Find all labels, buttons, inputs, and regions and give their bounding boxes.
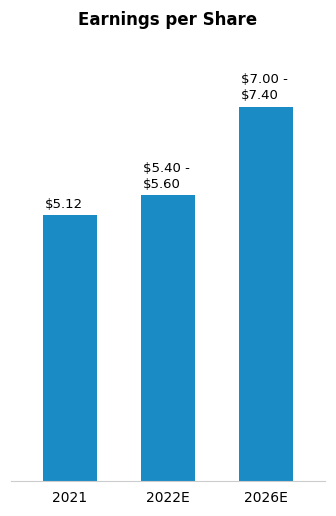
Text: $5.40 -
$5.60: $5.40 - $5.60 [143, 162, 190, 191]
Bar [239, 107, 293, 481]
Text: $5.12: $5.12 [45, 198, 83, 211]
Text: $7.00 -
$7.40: $7.00 - $7.40 [241, 73, 288, 103]
Bar [141, 195, 195, 481]
Title: Earnings per Share: Earnings per Share [78, 11, 258, 29]
Bar [43, 215, 97, 481]
